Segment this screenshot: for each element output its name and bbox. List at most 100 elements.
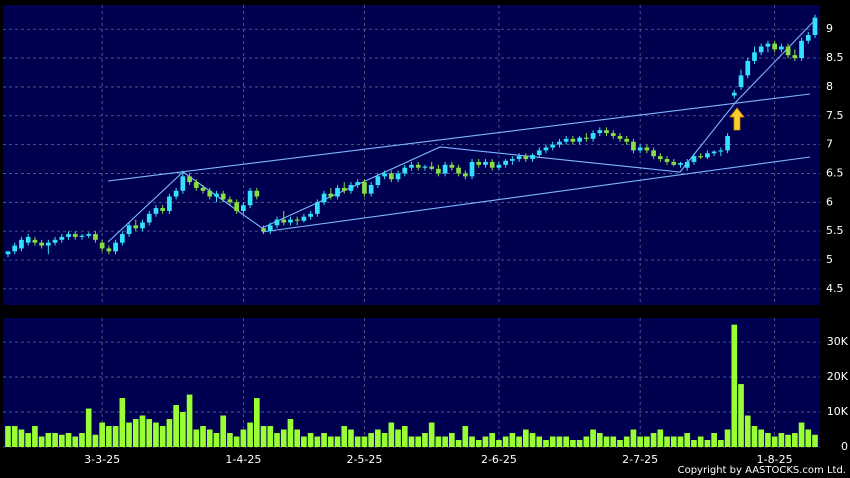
volume-bar: [52, 433, 58, 447]
candle-body: [530, 155, 535, 160]
copyright: Copyright by AASTOCKS.com Ltd.: [678, 465, 846, 476]
candle-body: [321, 193, 327, 203]
volume-bar: [193, 429, 200, 447]
candle-body: [550, 144, 556, 148]
volume-bar: [617, 440, 623, 447]
candle-body: [220, 193, 226, 200]
volume-bar: [85, 408, 92, 447]
y-tick-label: 8.5: [826, 51, 844, 64]
candle-body: [267, 225, 273, 232]
y-tick-label: 30K: [827, 335, 849, 348]
volume-bar: [697, 436, 704, 447]
y-tick-label: 4.5: [826, 282, 844, 295]
volume-bar: [792, 433, 798, 447]
candle-body: [93, 234, 98, 240]
volume-bar: [502, 436, 509, 447]
volume-bar: [5, 426, 11, 447]
volume-bar: [287, 419, 294, 447]
volume-bar: [704, 440, 711, 447]
volume-bar: [260, 426, 267, 447]
volume-bar: [563, 436, 569, 447]
volume-bar: [778, 433, 785, 447]
y-tick-label: 6.5: [826, 166, 844, 179]
candle-body: [254, 190, 260, 197]
candle-body: [772, 43, 778, 50]
volume-bar: [731, 324, 738, 447]
candle-body: [281, 219, 287, 223]
candle-body: [348, 185, 354, 191]
volume-bar: [280, 429, 287, 447]
volume-bar: [805, 429, 812, 447]
candle-body: [442, 164, 448, 174]
candle-body: [187, 176, 192, 183]
volume-bar: [718, 440, 724, 447]
candle-body: [52, 239, 58, 243]
volume-bar: [630, 429, 637, 447]
candle-body: [200, 187, 206, 191]
candle-body: [133, 225, 139, 229]
candle-body: [409, 164, 414, 168]
volume-bar: [435, 436, 442, 447]
y-tick-label: 7: [826, 138, 833, 151]
candle-body: [314, 202, 320, 214]
candle-body: [624, 138, 630, 142]
candle-body: [456, 167, 461, 174]
candle-body: [765, 43, 771, 47]
volume-bar: [38, 436, 45, 447]
volume-bar: [657, 429, 664, 447]
candle-body: [543, 147, 549, 151]
volume-bar: [58, 434, 65, 447]
candle-body: [631, 141, 636, 151]
candle-body: [388, 173, 394, 180]
candle-body: [462, 173, 468, 177]
candle-body: [19, 239, 24, 249]
candle-body: [395, 173, 401, 180]
candle-body: [799, 40, 804, 59]
candle-body: [637, 147, 643, 151]
y-tick-label: 5: [826, 253, 833, 266]
y-tick-label: 6: [826, 195, 833, 208]
candle-body: [72, 234, 78, 237]
volume-bar: [206, 429, 213, 447]
candle-body: [32, 239, 38, 243]
price-panel: [3, 5, 820, 305]
volume-bar: [765, 433, 771, 447]
candle-body: [590, 133, 596, 139]
volume-bar: [274, 433, 280, 447]
volume-bar: [240, 429, 247, 447]
candle-body: [536, 150, 542, 155]
candle-body: [234, 202, 240, 211]
volume-bar: [751, 426, 758, 447]
volume-bar: [267, 426, 274, 447]
volume-bar: [354, 436, 361, 447]
candle-body: [718, 150, 724, 152]
candle-body: [805, 35, 811, 41]
volume-bar: [549, 436, 556, 447]
volume-bar: [146, 419, 153, 447]
volume-panel: [3, 318, 820, 447]
candle-body: [301, 216, 307, 221]
volume-bar: [724, 429, 731, 447]
y-tick-label: 7.5: [826, 109, 844, 122]
volume-bar: [670, 436, 677, 447]
volume-bar: [153, 422, 159, 447]
x-tick-label: 3-3-25: [84, 453, 120, 466]
candle-body: [792, 55, 798, 59]
candle-body: [227, 199, 233, 203]
volume-bar: [469, 436, 475, 447]
volume-bar: [72, 436, 79, 447]
channel-upper: [107, 93, 811, 182]
candle-body: [738, 75, 744, 87]
volume-bar: [428, 422, 435, 447]
volume-bar: [99, 422, 105, 447]
candle-body: [341, 187, 347, 191]
candle-body: [496, 164, 502, 168]
volume-bar: [408, 436, 415, 447]
volume-bar: [233, 436, 240, 447]
candle-body: [5, 251, 11, 255]
volume-bar: [45, 433, 52, 447]
candle-body: [711, 151, 717, 154]
volume-bar: [603, 436, 610, 447]
candle-body: [294, 219, 300, 221]
